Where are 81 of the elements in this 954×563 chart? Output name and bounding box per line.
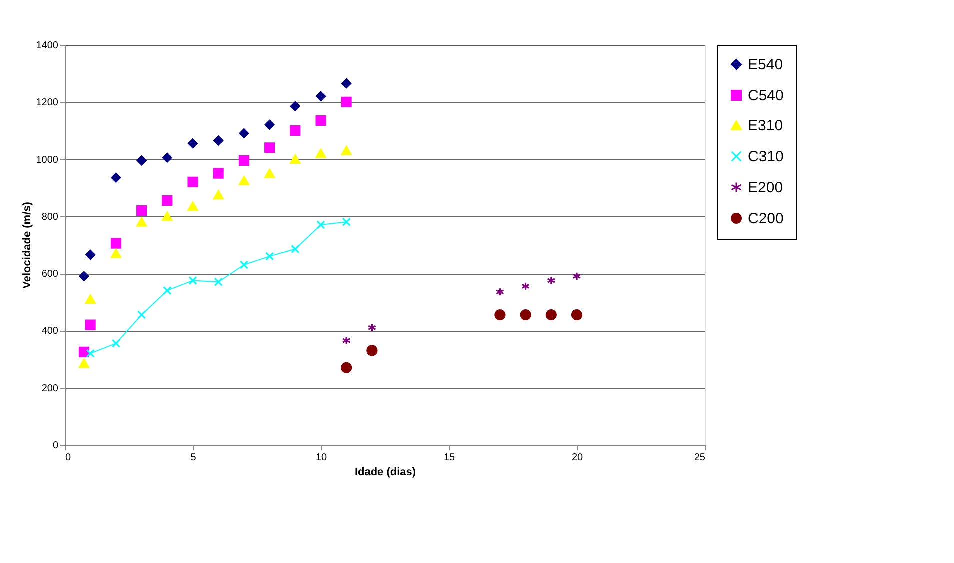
point bbox=[366, 345, 378, 356]
y-tick-label: 1000 bbox=[36, 154, 59, 166]
point bbox=[264, 168, 276, 178]
point bbox=[86, 349, 95, 358]
point bbox=[341, 146, 352, 156]
point bbox=[316, 91, 326, 102]
x-axis-title: Idade (dias) bbox=[354, 466, 416, 478]
legend-label: C200 bbox=[748, 210, 784, 228]
point bbox=[136, 205, 148, 216]
y-tick-label: 1400 bbox=[36, 40, 59, 52]
x-tick-label: 25 bbox=[694, 452, 706, 464]
point bbox=[78, 346, 90, 358]
point bbox=[85, 294, 96, 304]
point bbox=[494, 309, 506, 321]
point bbox=[520, 309, 532, 321]
point bbox=[521, 282, 530, 291]
point bbox=[162, 152, 172, 163]
point bbox=[342, 336, 351, 346]
legend-label: E200 bbox=[748, 180, 784, 196]
point bbox=[112, 339, 121, 348]
legend-label: C540 bbox=[748, 88, 784, 104]
point bbox=[79, 271, 90, 282]
point bbox=[188, 138, 198, 149]
point bbox=[546, 309, 557, 321]
point bbox=[188, 276, 198, 286]
point bbox=[368, 324, 377, 332]
point bbox=[110, 248, 122, 258]
point bbox=[162, 212, 173, 222]
point bbox=[240, 260, 249, 270]
point bbox=[316, 115, 326, 126]
point bbox=[213, 168, 224, 179]
point bbox=[547, 276, 556, 286]
y-tick-label: 200 bbox=[42, 383, 59, 394]
x-tick-label: 5 bbox=[190, 452, 197, 464]
point bbox=[290, 154, 301, 164]
point bbox=[572, 272, 582, 281]
point bbox=[137, 310, 146, 320]
point bbox=[86, 250, 96, 260]
point bbox=[136, 156, 147, 166]
point bbox=[264, 120, 275, 130]
point bbox=[291, 244, 300, 254]
point bbox=[571, 309, 583, 321]
point bbox=[264, 142, 276, 154]
y-axis-title: Velocidade (m/s) bbox=[21, 202, 34, 289]
point bbox=[214, 136, 224, 146]
point bbox=[136, 217, 148, 227]
point bbox=[238, 155, 250, 166]
y-tick-label: 400 bbox=[42, 326, 59, 338]
point bbox=[496, 288, 505, 296]
point bbox=[290, 125, 301, 136]
legend-label: E540 bbox=[748, 56, 784, 74]
point bbox=[110, 238, 122, 249]
y-tick-label: 1200 bbox=[36, 98, 59, 109]
point bbox=[341, 362, 352, 374]
point bbox=[290, 101, 300, 112]
point bbox=[78, 358, 90, 368]
x-tick-label: 0 bbox=[66, 452, 72, 464]
point bbox=[342, 78, 352, 89]
x-tick-label: 20 bbox=[572, 452, 584, 464]
point bbox=[214, 278, 223, 286]
point bbox=[239, 128, 250, 139]
point bbox=[342, 218, 351, 226]
point bbox=[188, 176, 198, 188]
point bbox=[316, 220, 326, 230]
point bbox=[163, 286, 172, 296]
y-tick-label: 0 bbox=[52, 440, 59, 452]
y-tick-label: 800 bbox=[42, 212, 59, 223]
y-tick-label: 600 bbox=[42, 269, 59, 280]
point bbox=[265, 252, 274, 261]
point bbox=[188, 202, 198, 212]
point bbox=[341, 96, 352, 108]
point bbox=[316, 148, 326, 158]
legend-label: E310 bbox=[748, 118, 784, 134]
point bbox=[85, 320, 96, 330]
point bbox=[238, 176, 250, 186]
x-tick-label: 15 bbox=[444, 452, 456, 464]
legend-label: C310 bbox=[748, 148, 784, 166]
x-tick-label: 10 bbox=[316, 452, 328, 464]
point bbox=[213, 190, 224, 200]
point bbox=[111, 172, 122, 183]
point bbox=[162, 195, 173, 206]
